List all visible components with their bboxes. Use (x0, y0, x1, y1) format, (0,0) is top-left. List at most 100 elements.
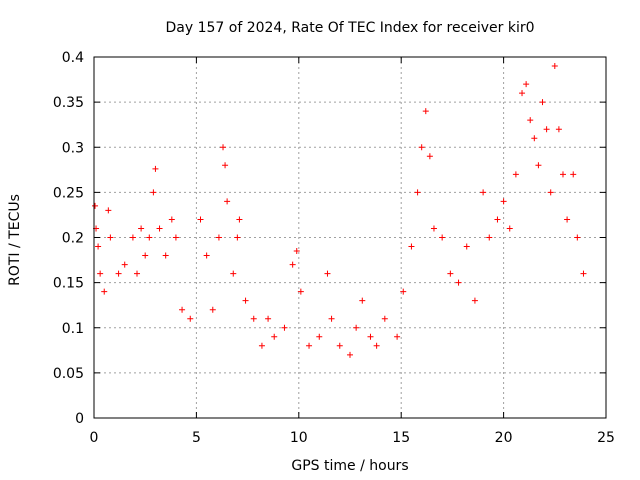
grid-lines (94, 57, 606, 418)
y-tick-label: 0 (75, 411, 84, 427)
data-point (215, 234, 222, 241)
y-tick-label: 0.2 (62, 231, 84, 247)
data-point (95, 243, 102, 250)
data-point (224, 198, 231, 205)
data-point (422, 108, 429, 115)
data-point (551, 63, 558, 70)
data-point (234, 234, 241, 241)
y-tick-label: 0.05 (53, 366, 84, 382)
data-point (447, 270, 454, 277)
x-axis-label: GPS time / hours (291, 458, 408, 474)
axis-ticks: 0 5 10 15 20 25 0 0.05 0.1 0.15 0.2 0.25 0.3 0.35 0.4 (53, 50, 615, 446)
data-point (463, 243, 470, 250)
data-point (121, 261, 128, 268)
data-point (367, 333, 374, 340)
x-tick-label: 5 (192, 430, 201, 446)
data-point (168, 216, 175, 223)
data-point (101, 288, 108, 295)
chart-title: Day 157 of 2024, Rate Of TEC Index for r… (165, 20, 534, 36)
data-point (105, 207, 112, 214)
data-point (146, 234, 153, 241)
data-point (580, 270, 587, 277)
data-point (134, 270, 141, 277)
data-point (324, 270, 331, 277)
data-point (162, 252, 169, 259)
y-axis-label: ROTI / TECUs (7, 194, 23, 286)
data-point (152, 165, 159, 172)
x-tick-label: 15 (392, 430, 410, 446)
data-point (336, 342, 343, 349)
data-series-roti (92, 63, 587, 358)
data-point (97, 270, 104, 277)
data-point (471, 297, 478, 304)
y-tick-label: 0.15 (53, 276, 84, 292)
y-tick-label: 0.35 (53, 95, 84, 111)
data-point (480, 189, 487, 196)
data-point (486, 234, 493, 241)
data-point (150, 189, 157, 196)
data-point (555, 126, 562, 133)
data-point (439, 234, 446, 241)
data-point (539, 99, 546, 106)
data-point (494, 216, 501, 223)
data-point (394, 333, 401, 340)
data-point (179, 306, 186, 313)
data-point (414, 189, 421, 196)
data-point (506, 225, 513, 232)
data-point (289, 261, 296, 268)
data-point (220, 144, 227, 151)
data-point (531, 135, 538, 142)
data-point (197, 216, 204, 223)
data-point (258, 342, 265, 349)
data-point (512, 171, 519, 178)
data-point (172, 234, 179, 241)
data-point (373, 342, 380, 349)
data-point (353, 324, 360, 331)
data-point (306, 342, 313, 349)
data-point (430, 225, 437, 232)
data-point (236, 216, 243, 223)
data-point (535, 162, 542, 169)
x-tick-label: 0 (90, 430, 99, 446)
data-point (547, 189, 554, 196)
data-point (281, 324, 288, 331)
data-point (115, 270, 122, 277)
data-point (347, 351, 353, 358)
data-point (142, 252, 149, 259)
data-point (408, 243, 415, 250)
data-point (129, 234, 136, 241)
y-tick-label: 0.3 (62, 140, 84, 156)
data-point (222, 162, 229, 169)
data-point (426, 153, 433, 160)
data-point (230, 270, 237, 277)
data-point (293, 248, 300, 255)
data-point (570, 171, 577, 178)
data-point (564, 216, 571, 223)
data-point (203, 252, 210, 259)
data-point (156, 225, 163, 232)
data-point (250, 315, 257, 322)
data-point (519, 90, 526, 97)
data-point (381, 315, 388, 322)
data-point (359, 297, 366, 304)
data-point (92, 202, 99, 209)
y-tick-label: 0.25 (53, 185, 84, 201)
x-tick-label: 10 (290, 430, 308, 446)
data-point (400, 288, 407, 295)
data-point (523, 81, 530, 88)
data-point (316, 333, 323, 340)
data-point (527, 117, 534, 124)
data-point (209, 306, 216, 313)
data-point (455, 279, 462, 286)
data-point (265, 315, 272, 322)
x-tick-label: 25 (597, 430, 615, 446)
data-point (559, 171, 566, 178)
data-point (297, 288, 304, 295)
data-point (187, 315, 194, 322)
y-tick-label: 0.4 (62, 50, 84, 66)
data-point (500, 198, 507, 205)
data-point (271, 333, 278, 340)
data-point (138, 225, 145, 232)
y-tick-label: 0.1 (62, 321, 84, 337)
